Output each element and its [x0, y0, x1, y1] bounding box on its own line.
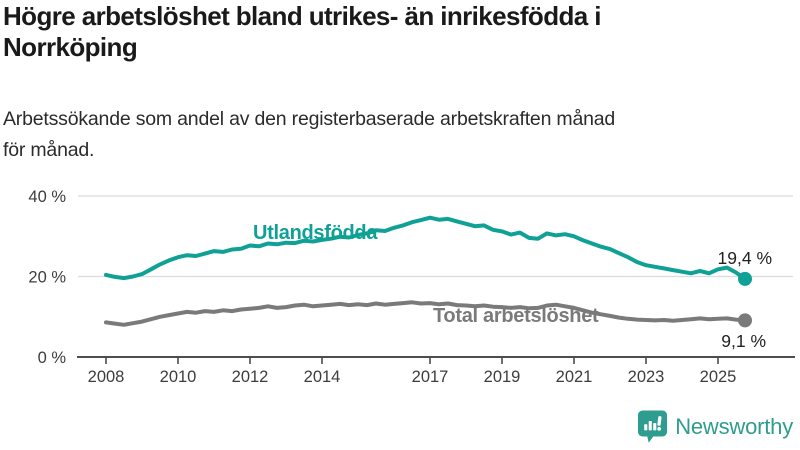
newsworthy-logo-text: Newsworthy	[675, 413, 793, 439]
chart-title-line1: Högre arbetslöshet bland utrikes- än inr…	[3, 1, 601, 31]
y-axis-label-40: 40 %	[28, 188, 66, 206]
chart-title-line2: Norrköping	[3, 32, 138, 62]
chart-subtitle: Arbetssökande som andel av den registerb…	[3, 104, 783, 166]
x-axis-label-2010: 2010	[160, 368, 197, 386]
end-value-label-utlandsfodda: 19,4 %	[718, 248, 772, 268]
series-line-total-arbetsloshet	[104, 300, 747, 327]
newsworthy-logo: Newsworthy	[637, 409, 793, 444]
chart-subtitle-line2: för månad.	[3, 139, 95, 161]
newsworthy-logo-icon	[638, 410, 668, 443]
series-label-utlandsfodda: Utlandsfödda	[253, 222, 378, 244]
end-value-label-total-arbetsloshet: 9,1 %	[721, 331, 766, 351]
x-axis-label-2019: 2019	[484, 368, 521, 386]
x-axis-label-2023: 2023	[628, 368, 665, 386]
series-end-dot-utlandsfodda	[738, 271, 752, 286]
series-label-total-arbetsloshet: Total arbetslöshet	[433, 305, 599, 327]
series-end-dot-total-arbetsloshet	[738, 313, 752, 328]
y-axis-label-20: 20 %	[28, 269, 66, 287]
x-axis-label-2014: 2014	[304, 368, 341, 386]
x-axis-label-2025: 2025	[700, 368, 737, 386]
x-axis-label-2008: 2008	[88, 368, 125, 386]
x-axis-label-2017: 2017	[412, 368, 449, 386]
x-axis-label-2021: 2021	[556, 368, 593, 386]
chart-title: Högre arbetslöshet bland utrikes- än inr…	[3, 1, 783, 63]
series-line-utlandsfodda	[104, 215, 747, 281]
x-axis-label-2012: 2012	[232, 368, 269, 386]
chart-subtitle-line1: Arbetssökande som andel av den registerb…	[3, 108, 616, 130]
y-axis-label-0: 0 %	[38, 349, 67, 367]
